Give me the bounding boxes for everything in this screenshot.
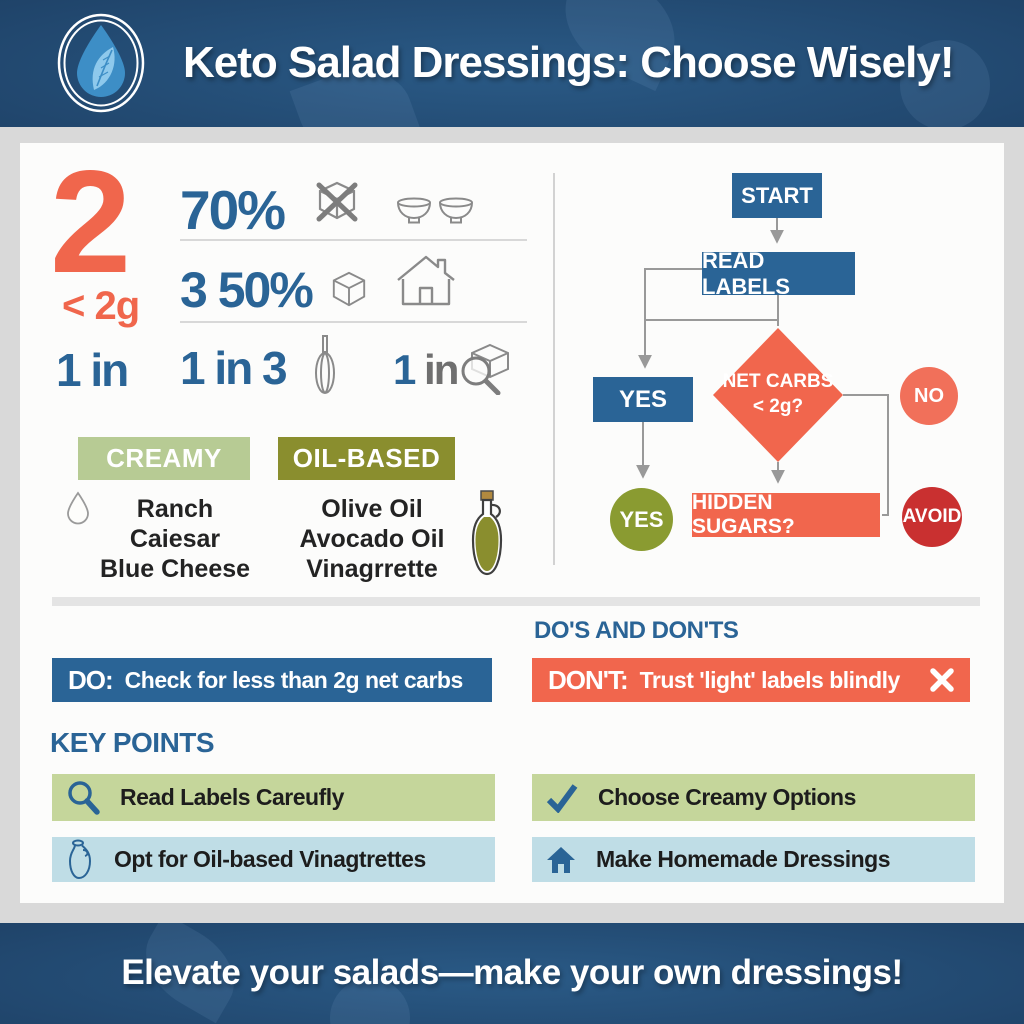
- stat-1-in-right: 1 in: [393, 346, 459, 393]
- key-point-item: Opt for Oil-based Vinagtrettes: [52, 837, 495, 882]
- key-point-label: Make Homemade Dressings: [596, 846, 891, 872]
- do-text: Check for less than 2g net carbs: [124, 666, 464, 693]
- list-item: Olive Oil: [321, 495, 423, 523]
- flowchart-divider-line: [553, 173, 555, 565]
- magnifier-cube-icon: [450, 343, 516, 395]
- dont-label: DON'T:: [548, 664, 629, 695]
- key-point-item: Choose Creamy Options: [532, 774, 975, 821]
- flowchart-read-labels-node: READ LABELS: [702, 248, 855, 299]
- droplet-icon: [65, 491, 91, 525]
- key-points-heading: KEY POINTS: [50, 727, 215, 758]
- footer: Elevate your salads—make your own dressi…: [0, 923, 1024, 1024]
- stat-1-in-right-num: 1: [393, 346, 416, 393]
- flowchart-avoid-node: AVOID: [902, 487, 962, 547]
- divider: [180, 239, 527, 241]
- whisk-icon: [313, 334, 337, 396]
- footer-tagline: Elevate your salads—make your own dressi…: [121, 953, 903, 992]
- stat-70-percent: 70%: [180, 179, 286, 241]
- list-item: Ranch: [136, 495, 214, 523]
- flowchart-decision-node-label: NET CARBS < 2g?: [708, 369, 848, 419]
- key-point-item: Make Homemade Dressings: [532, 837, 975, 882]
- key-point-item: Read Labels Careufly: [52, 774, 495, 821]
- content-card: 2 < 2g 70%: [20, 143, 1004, 903]
- stat-1-in-left: 1 in: [56, 344, 129, 396]
- oil-cruet-icon: [66, 839, 94, 881]
- olive-oil-bottle-icon: [467, 490, 507, 576]
- key-point-label: Choose Creamy Options: [598, 784, 856, 810]
- page-title: Keto Salad Dressings: Choose Wisely!: [183, 38, 954, 87]
- no-sugar-cube-icon: [313, 178, 361, 226]
- list-item: Blue Cheese: [99, 555, 251, 583]
- flowchart-no-node: NO: [900, 367, 958, 425]
- dont-bar: DON'T: Trust 'light' labels blindly: [532, 658, 970, 702]
- list-item: Vinagrrette: [306, 555, 438, 583]
- key-point-label: Opt for Oil-based Vinagtrettes: [114, 846, 426, 872]
- decision-line1: NET CARBS: [722, 371, 834, 392]
- two-bowls-icon: [395, 195, 475, 225]
- stat-net-carbs-sub: < 2g: [62, 284, 140, 328]
- stat-1-in-right-unit: in: [424, 346, 459, 393]
- dos-and-donts-heading: DO'S AND DON'TS: [534, 617, 739, 644]
- magnifier-icon: [66, 780, 100, 816]
- flowchart-hidden-sugars-node: HIDDEN SUGARS?: [692, 491, 880, 538]
- do-bar: DO: Check for less than 2g net carbs: [52, 658, 492, 702]
- stat-1-in-3: 1 in 3: [180, 342, 288, 394]
- decorative-circle: [900, 40, 990, 127]
- flowchart-yes-node: YES: [593, 377, 693, 422]
- category-oil-based-header: OIL-BASED: [278, 437, 455, 480]
- flowchart-start-node: START: [732, 173, 822, 218]
- creamy-list: Ranch Caiesar Blue Cheese: [90, 494, 260, 584]
- flowchart-connectors: [636, 218, 889, 516]
- home-icon: [546, 846, 576, 874]
- flowchart-yes-result-node: YES: [610, 488, 673, 551]
- stat-3-50-percent: 3 50%: [180, 262, 314, 318]
- oil-based-list: Olive Oil Avocado Oil Vinagrrette: [282, 494, 462, 584]
- brand-logo: [52, 9, 150, 117]
- section-divider-bar: [52, 597, 980, 606]
- divider: [180, 321, 527, 323]
- decision-line2: < 2g?: [752, 396, 804, 417]
- sugar-cube-icon: [330, 270, 368, 308]
- do-label: DO:: [68, 664, 114, 695]
- checkmark-icon: [546, 783, 578, 813]
- category-creamy-header: CREAMY: [78, 437, 250, 480]
- x-mark-icon: [930, 668, 954, 692]
- list-item: Avocado Oil: [299, 525, 445, 553]
- list-item: Caiesar: [129, 525, 221, 553]
- stat-net-carbs-number: 2: [50, 140, 131, 303]
- house-icon: [395, 253, 457, 307]
- dont-text: Trust 'light' labels blindly: [639, 666, 901, 693]
- header: Keto Salad Dressings: Choose Wisely!: [0, 0, 1024, 127]
- key-point-label: Read Labels Careufly: [120, 784, 344, 810]
